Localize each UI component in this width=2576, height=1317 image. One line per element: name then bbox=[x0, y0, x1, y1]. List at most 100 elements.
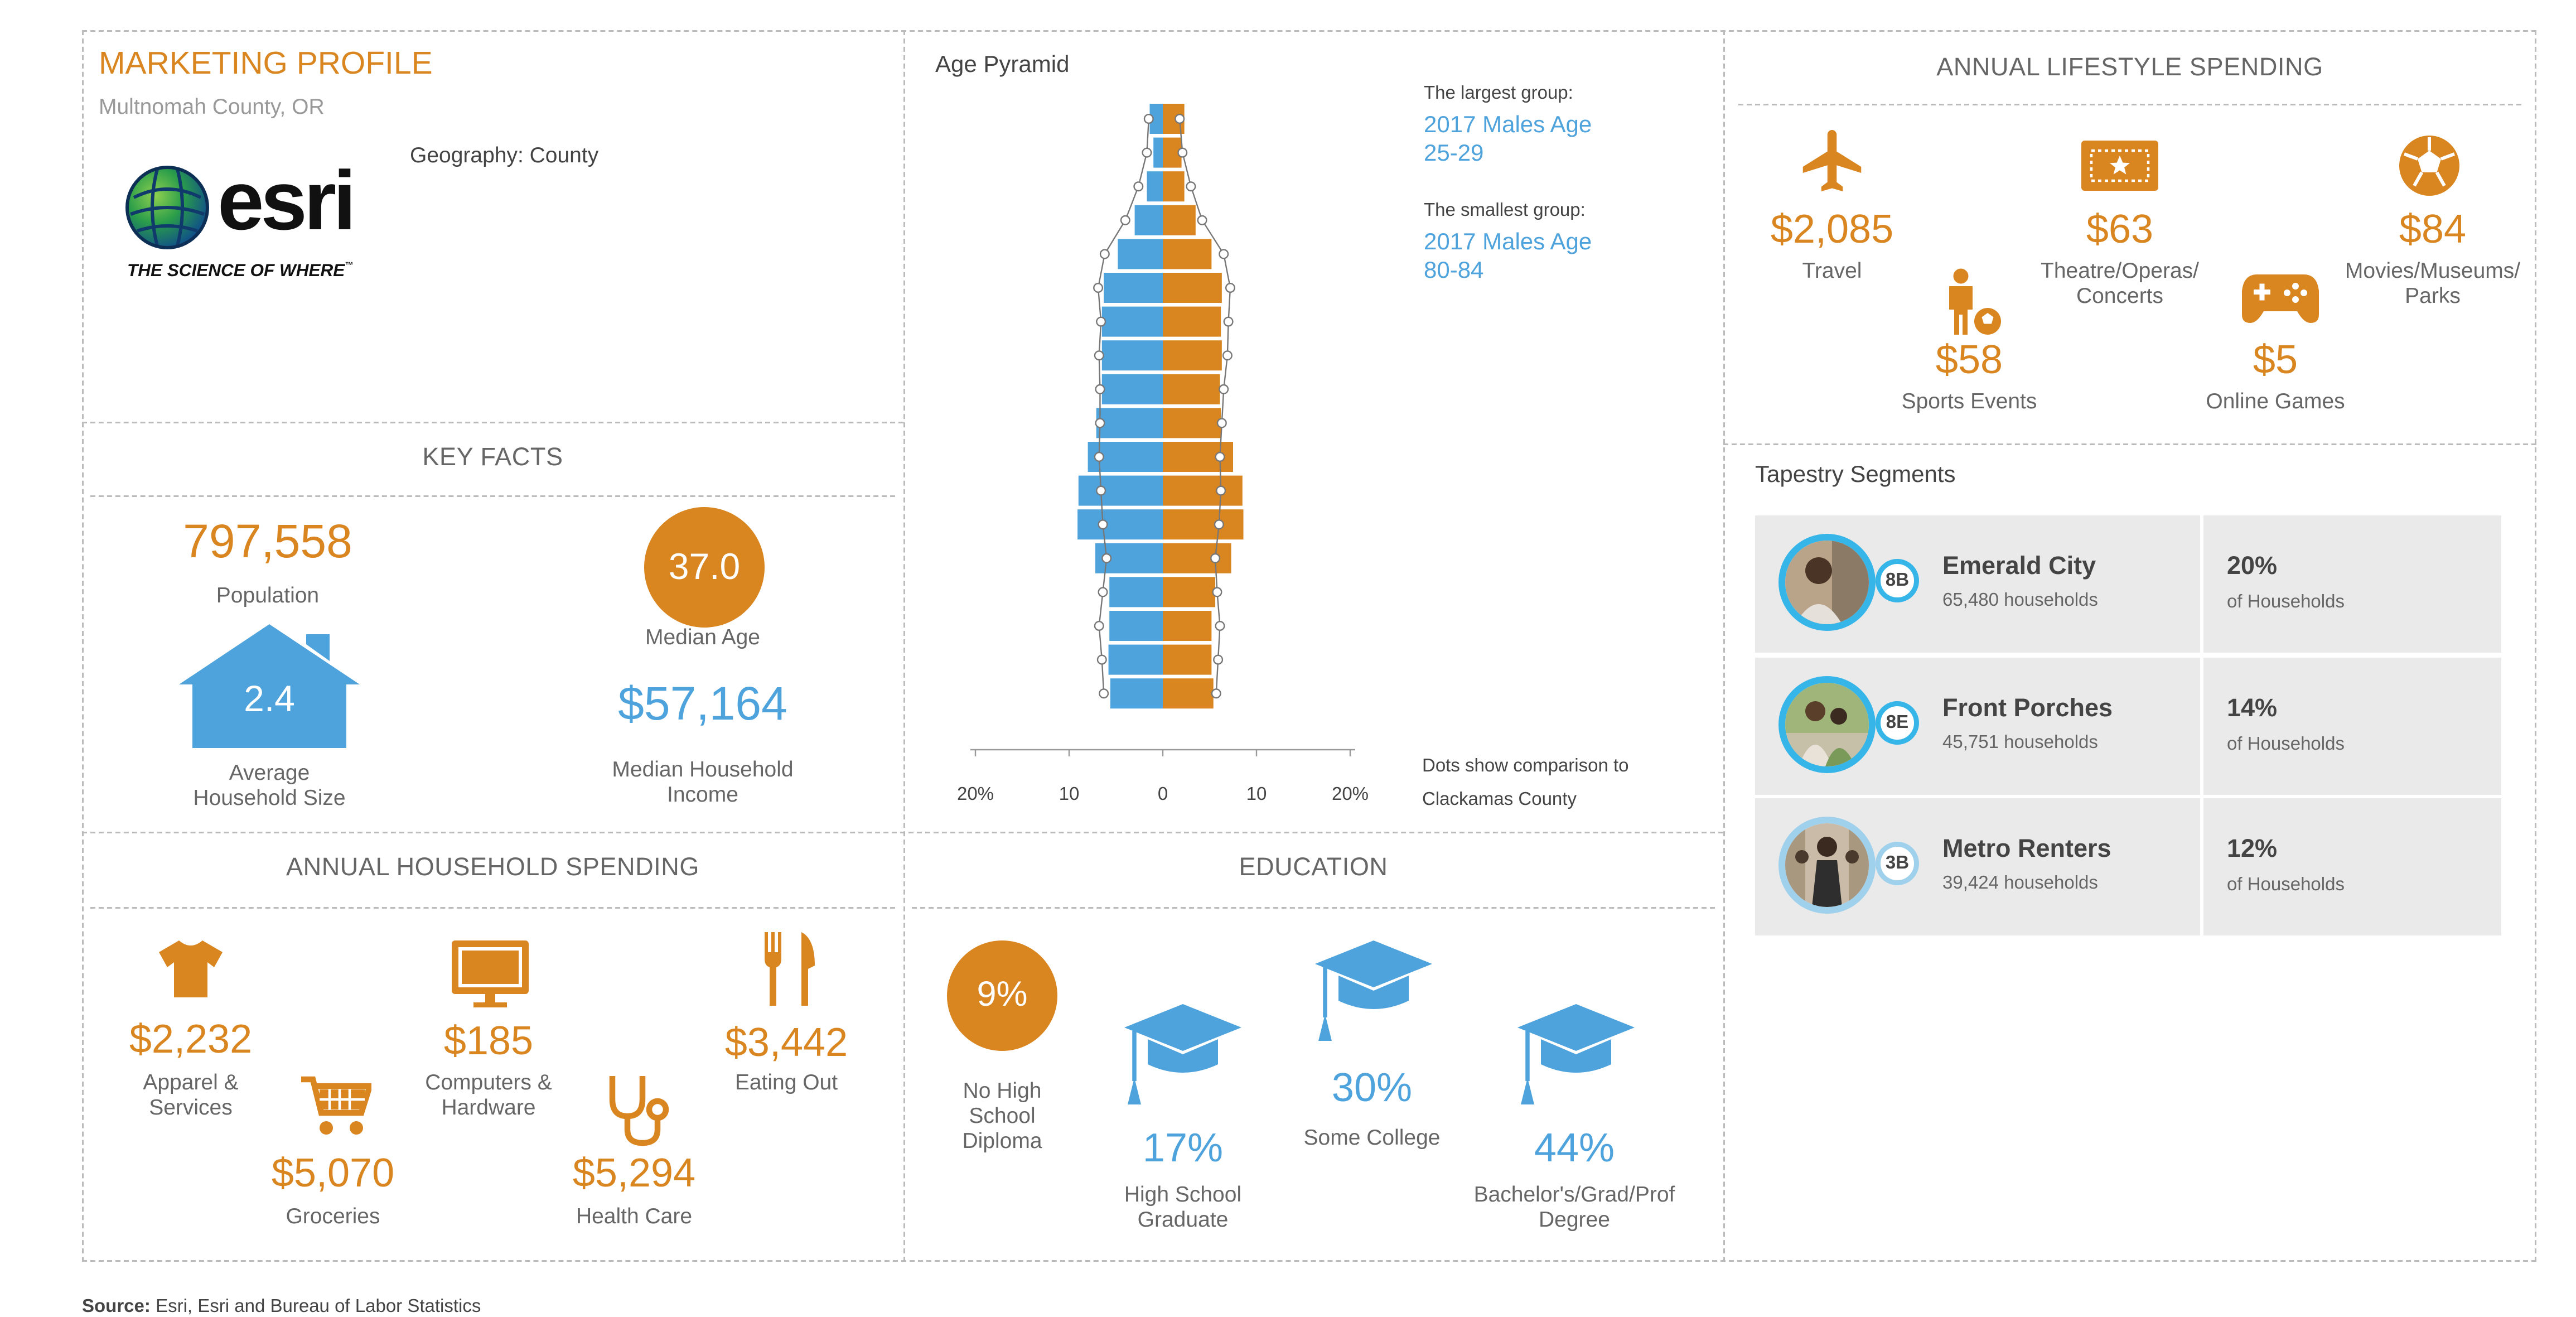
movies-label: Movies/Museums/Parks bbox=[2345, 258, 2521, 308]
airplane-icon bbox=[1802, 130, 1862, 191]
x-tick-label: 20% bbox=[957, 783, 994, 804]
travel-label: Travel bbox=[1802, 258, 1862, 283]
computers-value: $185 bbox=[443, 1019, 534, 1064]
source-footer: Source: Esri, Esri and Bureau of Labor S… bbox=[82, 1297, 481, 1317]
lifestyle-title: ANNUAL LIFESTYLE SPENDING bbox=[1936, 54, 2323, 82]
travel-value: $2,085 bbox=[1770, 208, 1894, 253]
divider bbox=[1723, 443, 2536, 445]
comparison-dot-female-45-49 bbox=[1219, 384, 1229, 394]
graduation-cap-icon bbox=[1124, 1004, 1241, 1104]
education-title: EDUCATION bbox=[1239, 853, 1388, 882]
female-bar-15-19 bbox=[1163, 577, 1216, 607]
groceries-value: $5,070 bbox=[271, 1151, 395, 1197]
outer-frame bbox=[82, 30, 2536, 1262]
comparison-dot-female-30-34 bbox=[1216, 485, 1226, 496]
comparison-dot-male-0-4 bbox=[1099, 688, 1109, 699]
some-college-label: Some College bbox=[1303, 1125, 1441, 1150]
segment-percent-label: of Households bbox=[2227, 875, 2345, 895]
apparel-label: Apparel & Services bbox=[143, 1069, 239, 1120]
female-bar-65-69 bbox=[1163, 239, 1212, 269]
comparison-dot-female-85+ bbox=[1175, 113, 1185, 124]
segment-photo bbox=[1778, 676, 1876, 773]
comparison-dot-male-35-39 bbox=[1094, 451, 1104, 462]
comparison-dot-male-40-44 bbox=[1095, 418, 1105, 428]
comparison-dot-female-75-79 bbox=[1186, 181, 1196, 192]
population-label: Population bbox=[216, 582, 320, 607]
no-diploma-label: No High School Diploma bbox=[962, 1078, 1042, 1153]
segment-photo bbox=[1778, 534, 1876, 631]
female-bar-45-49 bbox=[1163, 374, 1220, 404]
male-bar-40-44 bbox=[1096, 408, 1163, 438]
female-bar-55-59 bbox=[1163, 306, 1221, 337]
male-bar-0-4 bbox=[1110, 678, 1163, 709]
graduation-cap-icon bbox=[1315, 940, 1432, 1041]
tapestry-row-metro-renters[interactable]: 3B Metro Renters 39,424 households 12% o… bbox=[1755, 798, 2501, 935]
apparel-value: $2,232 bbox=[129, 1017, 253, 1063]
person-photo-icon bbox=[1785, 541, 1869, 624]
male-bar-75-79 bbox=[1147, 171, 1163, 202]
household-size-label: Average Household Size bbox=[193, 760, 346, 810]
comparison-note-line1: Dots show comparison to bbox=[1422, 756, 1629, 776]
divider bbox=[1723, 30, 1725, 1262]
age-pyramid-title: Age Pyramid bbox=[935, 50, 1070, 77]
x-tick-label: 10 bbox=[1059, 783, 1080, 804]
segment-name: Emerald City bbox=[1942, 552, 2096, 581]
row-divider bbox=[2200, 658, 2203, 795]
household-spending-title: ANNUAL HOUSEHOLD SPENDING bbox=[286, 853, 699, 882]
eating-out-value: $3,442 bbox=[724, 1021, 848, 1066]
divider bbox=[82, 832, 1723, 833]
female-bar-75-79 bbox=[1163, 171, 1185, 202]
divider bbox=[912, 907, 1715, 909]
segment-households: 45,751 households bbox=[1942, 733, 2098, 753]
male-bar-25-29 bbox=[1077, 509, 1163, 540]
shirt-icon bbox=[159, 940, 223, 997]
comparison-dot-male-25-29 bbox=[1098, 519, 1108, 530]
bachelors-value: 44% bbox=[1534, 1126, 1615, 1171]
eating-out-label: Eating Out bbox=[734, 1069, 838, 1094]
theatre-label: Theatre/Operas/Concerts bbox=[2041, 258, 2199, 308]
city-people-photo-icon bbox=[1785, 823, 1869, 907]
comparison-dot-female-25-29 bbox=[1214, 519, 1224, 530]
population-value: 797,558 bbox=[183, 515, 352, 567]
divider bbox=[90, 907, 895, 909]
smallest-group-value: 2017 Males Age 80-84 bbox=[1424, 228, 1592, 283]
median-income-value: $57,164 bbox=[618, 678, 787, 730]
segment-households: 39,424 households bbox=[1942, 874, 2098, 894]
sports-label: Sports Events bbox=[1901, 388, 2037, 413]
graduation-cap-icon bbox=[1517, 1004, 1635, 1104]
male-bar-50-54 bbox=[1101, 340, 1163, 371]
page-title: MARKETING PROFILE bbox=[99, 47, 433, 82]
comparison-dot-female-35-39 bbox=[1215, 451, 1225, 462]
female-bar-40-44 bbox=[1163, 408, 1221, 438]
female-bar-5-9 bbox=[1163, 644, 1212, 675]
smallest-group-label: The smallest group: bbox=[1424, 201, 1586, 221]
comparison-dot-male-30-34 bbox=[1096, 485, 1106, 496]
comparison-line-male bbox=[1097, 118, 1149, 694]
x-tick-label: 20% bbox=[1332, 783, 1369, 804]
tapestry-row-emerald-city[interactable]: 8B Emerald City 65,480 households 20% of… bbox=[1755, 515, 2501, 653]
comparison-dot-female-70-74 bbox=[1197, 215, 1207, 225]
globe-icon bbox=[125, 166, 209, 249]
age-pyramid-chart: 20% 10 0 10 20% bbox=[957, 104, 1369, 804]
segment-code-badge: 8E bbox=[1876, 701, 1919, 745]
x-tick-label: 10 bbox=[1246, 783, 1267, 804]
segment-code-badge: 8B bbox=[1876, 559, 1919, 602]
comparison-dot-male-75-79 bbox=[1133, 181, 1144, 192]
stethoscope-icon bbox=[609, 1076, 669, 1146]
page-subtitle: Multnomah County, OR bbox=[99, 94, 325, 119]
family-photo-icon bbox=[1785, 683, 1869, 766]
shopping-cart-icon bbox=[301, 1076, 371, 1135]
segment-percent: 12% bbox=[2227, 835, 2278, 863]
segment-name: Front Porches bbox=[1942, 694, 2113, 723]
male-bar-85+ bbox=[1149, 104, 1163, 134]
tapestry-row-front-porches[interactable]: 8E Front Porches 45,751 households 14% o… bbox=[1755, 658, 2501, 795]
comparison-dot-female-40-44 bbox=[1216, 418, 1227, 428]
comparison-line-female bbox=[1179, 118, 1231, 694]
comparison-dot-male-80-84 bbox=[1142, 147, 1152, 158]
comparison-dot-male-10-14 bbox=[1094, 620, 1104, 631]
male-bar-65-69 bbox=[1118, 239, 1163, 269]
segment-percent: 20% bbox=[2227, 552, 2278, 581]
logo-wordmark: esri bbox=[218, 154, 356, 248]
segment-code-badge: 3B bbox=[1876, 842, 1919, 885]
divider bbox=[90, 495, 895, 497]
